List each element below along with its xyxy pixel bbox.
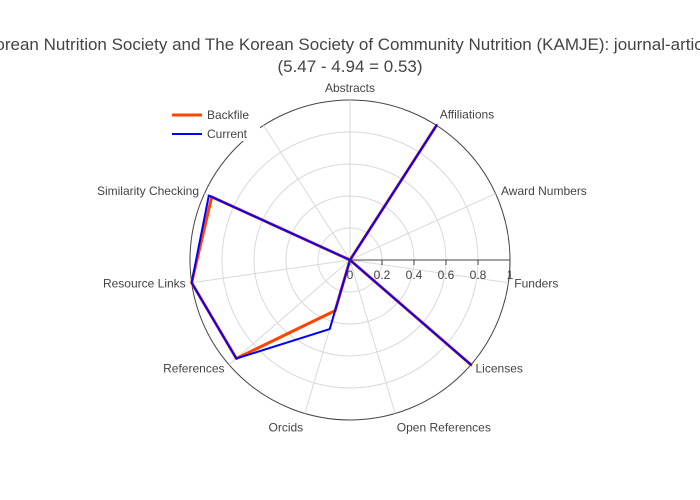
angular-gridline-10 [263,125,351,261]
category-label-9: Similarity Checking [97,184,199,198]
angular-gridline-5 [349,259,396,414]
radial-tick-label-5: 1 [507,268,514,282]
series-layer [190,123,473,367]
chart-title-line1: Korean Nutrition Society and The Korean … [0,35,700,54]
radial-tick-label-4: 0.8 [470,268,487,282]
radial-axis: 0 0.2 0.4 0.6 0.8 1 [347,260,514,282]
category-label-0: Abstracts [325,81,375,95]
radial-tick-label-1: 0.2 [374,268,391,282]
series-line-current [190,124,472,366]
angular-gridline-7 [228,259,351,366]
chart-title-line2: (5.47 - 4.94 = 0.53) [277,57,422,76]
legend-label-backfile: Backfile [207,108,249,122]
category-label-5: Open References [397,420,491,434]
angular-gridline-3 [349,259,509,284]
chart-title: Korean Nutrition Society and The Korean … [0,35,700,76]
category-label-8: Resource Links [103,277,186,291]
angular-gridline-2 [349,193,496,261]
radial-tick-label-3: 0.6 [438,268,455,282]
legend: Backfile Current [168,105,260,141]
radial-tick-label-2: 0.4 [406,268,423,282]
category-label-1: Affiliations [440,107,494,121]
radial-tick-label-0: 0 [347,268,354,282]
legend-label-current: Current [207,127,248,141]
category-label-6: Orcids [269,420,304,434]
category-label-4: Licenses [476,362,523,376]
angular-gridline-8 [191,259,351,284]
angular-axis-labels: Abstracts Affiliations Award Numbers Funder… [97,81,587,434]
category-label-3: Funders [514,277,558,291]
category-label-2: Award Numbers [501,184,587,198]
category-label-7: References [163,362,224,376]
